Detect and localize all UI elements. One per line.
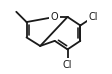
Text: Cl: Cl bbox=[88, 12, 98, 22]
Text: Cl: Cl bbox=[63, 60, 72, 70]
Text: O: O bbox=[51, 12, 59, 22]
